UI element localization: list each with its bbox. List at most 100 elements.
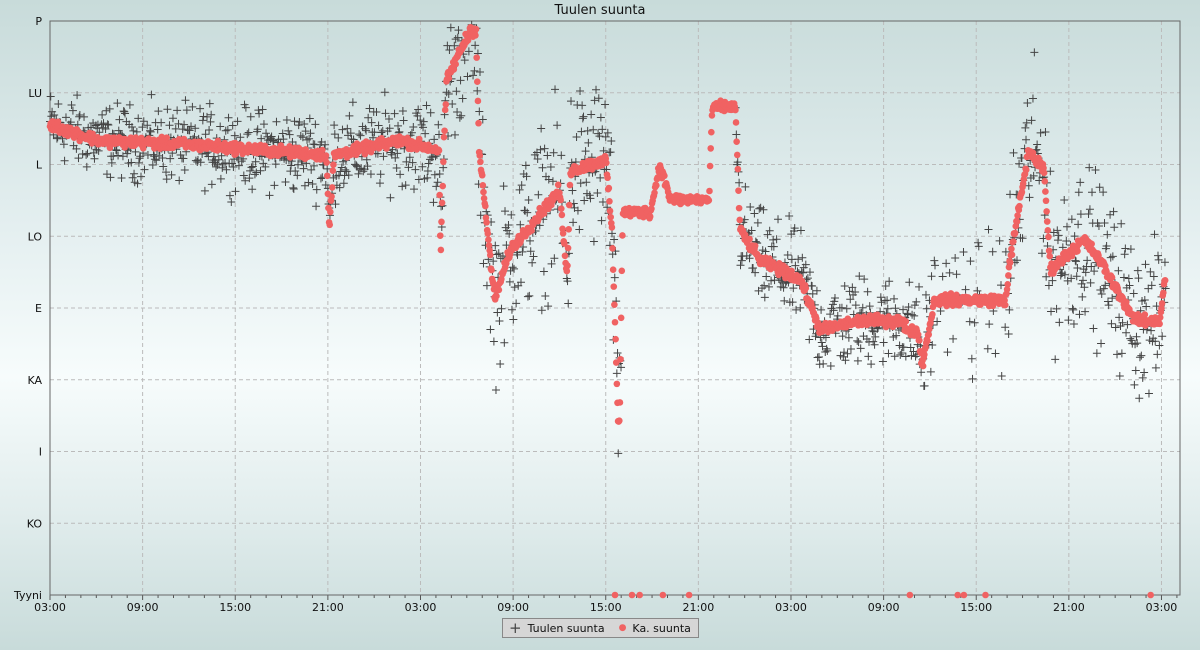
raw-direction-point: [463, 72, 472, 81]
raw-direction-point: [1091, 166, 1100, 175]
average-direction-point: [646, 213, 654, 220]
x-tick-label: 03:00: [405, 601, 437, 614]
raw-direction-point: [457, 111, 466, 120]
raw-direction-point: [593, 188, 602, 197]
raw-direction-point: [202, 112, 211, 121]
raw-direction-point: [103, 120, 112, 129]
raw-direction-point: [1115, 372, 1124, 381]
raw-direction-point: [528, 258, 537, 267]
raw-direction-point: [1069, 305, 1078, 314]
raw-direction-point: [1028, 94, 1037, 103]
raw-direction-point: [1149, 272, 1158, 281]
raw-direction-point: [851, 301, 860, 310]
raw-direction-point: [185, 126, 194, 135]
raw-direction-point: [422, 101, 431, 110]
raw-direction-point: [525, 291, 534, 300]
raw-direction-point: [54, 99, 63, 108]
raw-direction-point: [429, 198, 438, 207]
raw-direction-point: [1053, 236, 1062, 245]
raw-direction-point: [749, 264, 758, 273]
average-direction-point: [1041, 178, 1049, 185]
raw-direction-point: [931, 261, 940, 270]
raw-direction-point: [489, 337, 498, 346]
raw-direction-point: [212, 162, 221, 171]
raw-direction-point: [102, 106, 111, 115]
raw-direction-point: [524, 196, 533, 205]
raw-direction-point: [157, 118, 166, 127]
raw-direction-point: [258, 105, 267, 114]
average-direction-point: [1011, 229, 1019, 237]
raw-direction-point: [1114, 266, 1123, 275]
average-direction-point: [609, 266, 617, 273]
raw-direction-point: [970, 318, 979, 327]
raw-direction-point: [1048, 276, 1057, 285]
raw-direction-point: [843, 349, 852, 358]
raw-direction-point: [1134, 274, 1143, 283]
raw-direction-point: [512, 299, 521, 308]
raw-direction-point: [848, 283, 857, 292]
raw-direction-point: [885, 277, 894, 286]
raw-direction-point: [411, 165, 420, 174]
raw-direction-point: [223, 125, 232, 134]
raw-direction-point: [385, 124, 394, 133]
raw-direction-point: [285, 130, 294, 139]
raw-direction-point: [864, 352, 873, 361]
raw-direction-point: [505, 229, 514, 238]
raw-direction-point: [309, 161, 318, 170]
legend: + Tuulen suunta ● Ka. suunta: [502, 618, 699, 638]
raw-direction-point: [917, 368, 926, 377]
raw-direction-point: [851, 287, 860, 296]
raw-direction-point: [763, 230, 772, 239]
raw-direction-point: [1096, 286, 1105, 295]
raw-direction-point: [1047, 307, 1056, 316]
raw-direction-point: [905, 278, 914, 287]
raw-direction-point: [246, 112, 255, 121]
raw-direction-point: [1142, 302, 1151, 311]
raw-direction-point: [830, 294, 839, 303]
average-direction-point: [490, 280, 497, 288]
raw-direction-point: [1109, 207, 1118, 216]
raw-direction-point: [376, 170, 385, 179]
average-direction-point: [732, 119, 740, 126]
raw-direction-point: [1055, 318, 1064, 327]
raw-direction-point: [506, 266, 515, 275]
raw-direction-point: [737, 256, 746, 265]
average-direction-point: [1141, 311, 1149, 318]
raw-direction-point: [518, 247, 527, 256]
average-direction-point: [1156, 314, 1164, 321]
x-tick-label: 21:00: [1053, 601, 1085, 614]
raw-direction-point: [259, 159, 268, 168]
raw-direction-point: [617, 363, 626, 372]
raw-direction-point: [1051, 355, 1060, 364]
raw-direction-point: [362, 155, 371, 164]
raw-direction-point: [792, 305, 801, 314]
raw-direction-point: [175, 176, 184, 185]
raw-direction-point: [1053, 226, 1062, 235]
raw-direction-point: [139, 117, 148, 126]
y-tick-label: Tyyni: [13, 589, 42, 602]
raw-direction-point: [1094, 221, 1103, 230]
raw-direction-point: [596, 113, 605, 122]
raw-direction-point: [374, 121, 383, 130]
circle-marker-icon: ●: [618, 623, 627, 633]
raw-direction-point: [522, 172, 531, 181]
average-direction-point: [441, 106, 449, 114]
average-direction-point: [1160, 289, 1167, 297]
raw-direction-point: [803, 274, 812, 283]
average-direction-point: [442, 101, 450, 108]
raw-direction-point: [1144, 389, 1153, 398]
raw-direction-point: [298, 133, 307, 142]
raw-direction-point: [241, 176, 250, 185]
raw-direction-point: [346, 129, 355, 138]
raw-direction-point: [348, 98, 357, 107]
raw-direction-point: [458, 94, 467, 103]
raw-direction-point: [1027, 116, 1036, 125]
raw-direction-point: [1054, 231, 1063, 240]
raw-direction-point: [73, 91, 82, 100]
raw-direction-point: [446, 23, 455, 32]
raw-direction-point: [146, 126, 155, 135]
raw-direction-point: [456, 76, 465, 85]
average-direction-point: [1045, 233, 1052, 241]
raw-direction-point: [1004, 330, 1013, 339]
raw-direction-point: [289, 183, 298, 192]
